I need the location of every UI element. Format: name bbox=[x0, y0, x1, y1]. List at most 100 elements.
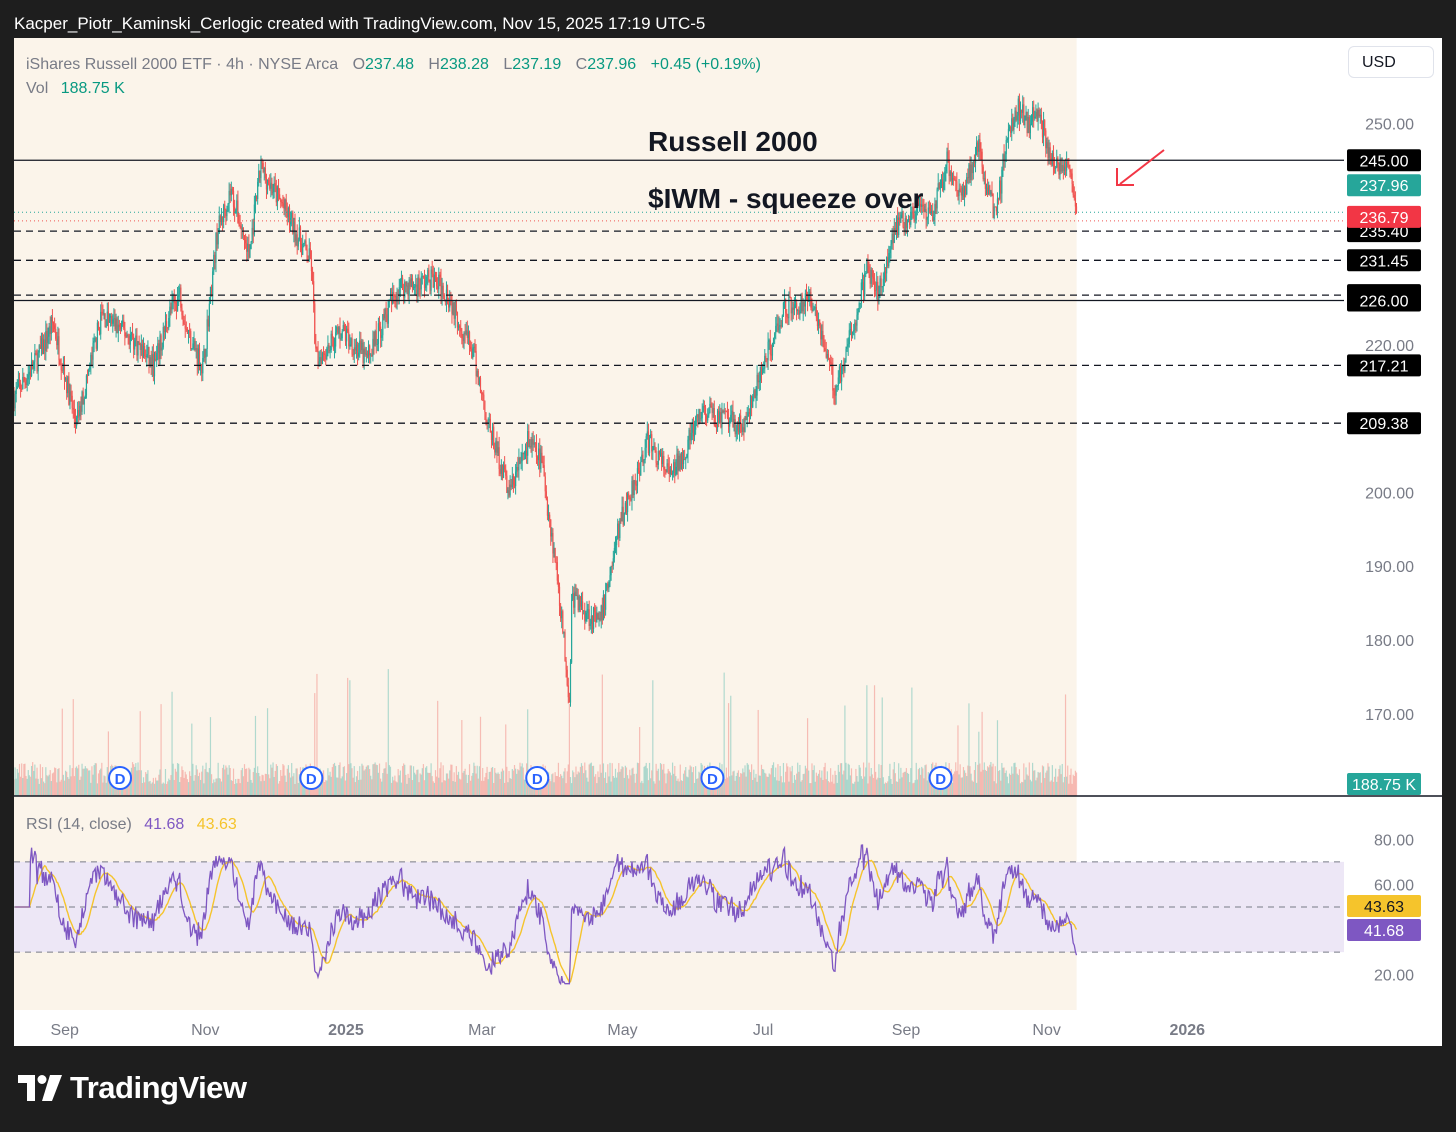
candle-body bbox=[752, 396, 754, 408]
candle-body bbox=[203, 348, 205, 359]
svg-text:Vol 188.75 K: Vol 188.75 K bbox=[26, 80, 125, 97]
candle-body bbox=[703, 405, 706, 408]
volume-bar bbox=[543, 783, 545, 796]
candle-body bbox=[905, 218, 907, 228]
candle-body bbox=[701, 411, 703, 419]
candle-body bbox=[561, 611, 563, 619]
price-tick-label: 180.00 bbox=[1365, 633, 1414, 650]
volume-bar bbox=[298, 774, 300, 796]
candle-body bbox=[79, 405, 81, 417]
volume-bar bbox=[455, 766, 457, 796]
currency-button[interactable]: USD bbox=[1348, 46, 1434, 78]
candle-body bbox=[354, 347, 356, 351]
candle-body bbox=[440, 277, 442, 298]
volume-bar bbox=[547, 772, 550, 796]
candle-body bbox=[93, 341, 95, 343]
volume-bar bbox=[744, 765, 746, 796]
volume-bar bbox=[689, 765, 691, 796]
candle-body bbox=[659, 452, 662, 455]
candle-body bbox=[253, 204, 255, 235]
tradingview-brand: TradingView bbox=[18, 1070, 247, 1106]
candle-body bbox=[252, 227, 254, 235]
candle-body bbox=[565, 661, 567, 670]
candle-body bbox=[173, 295, 175, 303]
candle-body bbox=[1026, 111, 1028, 134]
volume-bar bbox=[140, 770, 142, 796]
candle-body bbox=[371, 354, 373, 357]
candle-body bbox=[158, 343, 160, 360]
volume-bar bbox=[19, 776, 22, 796]
volume-bar bbox=[170, 775, 172, 796]
dividend-marker[interactable]: D bbox=[928, 766, 953, 790]
volume-bar bbox=[892, 769, 894, 796]
volume-bar bbox=[837, 764, 839, 796]
volume-bar bbox=[89, 770, 91, 796]
volume-bar bbox=[986, 766, 989, 796]
candle-body bbox=[168, 317, 170, 328]
candle-body bbox=[882, 278, 884, 287]
volume-bar bbox=[751, 764, 753, 796]
candle-body bbox=[419, 288, 421, 290]
dividend-marker[interactable]: D bbox=[525, 766, 550, 790]
candle-body bbox=[227, 203, 229, 211]
volume-bar bbox=[276, 765, 279, 796]
volume-bar bbox=[30, 765, 33, 796]
volume-bar bbox=[776, 780, 778, 796]
volume-bar bbox=[104, 776, 106, 796]
candle-body bbox=[259, 170, 261, 178]
candle-body bbox=[702, 405, 704, 412]
volume-bar bbox=[888, 776, 890, 796]
volume-bar bbox=[898, 763, 900, 796]
candle-body bbox=[900, 214, 902, 223]
candle-body bbox=[30, 361, 33, 376]
candle-body bbox=[229, 190, 231, 196]
candle-body bbox=[496, 441, 498, 453]
volume-bar bbox=[364, 769, 366, 796]
dividend-marker[interactable]: D bbox=[108, 766, 133, 790]
volume-bar bbox=[618, 763, 620, 796]
candle-body bbox=[794, 302, 797, 305]
volume-bar bbox=[91, 766, 93, 796]
volume-bar bbox=[611, 763, 613, 796]
volume-bar bbox=[236, 783, 238, 796]
candle-body bbox=[650, 434, 652, 439]
volume-bar bbox=[868, 762, 870, 796]
candle-body bbox=[959, 188, 961, 192]
candle-body bbox=[423, 276, 426, 288]
dividend-marker[interactable]: D bbox=[299, 766, 324, 790]
volume-bar bbox=[1050, 780, 1052, 796]
volume-bar bbox=[186, 779, 189, 796]
volume-bar bbox=[797, 762, 799, 796]
volume-bar bbox=[131, 762, 134, 796]
volume-bar bbox=[509, 778, 511, 796]
volume-bar bbox=[590, 762, 592, 796]
volume-bar bbox=[64, 770, 67, 796]
volume-bar bbox=[754, 777, 756, 796]
volume-bar bbox=[777, 764, 779, 796]
candle-body bbox=[656, 463, 658, 465]
candle-body bbox=[542, 461, 544, 466]
volume-bar bbox=[622, 767, 624, 796]
candle-body bbox=[118, 324, 120, 327]
volume-bar bbox=[437, 700, 439, 796]
candle-body bbox=[367, 345, 370, 357]
volume-bar bbox=[1053, 776, 1056, 796]
volume-bar bbox=[1066, 776, 1068, 796]
dividend-marker[interactable]: D bbox=[700, 766, 725, 790]
candle-body bbox=[292, 212, 294, 234]
volume-bar bbox=[1007, 783, 1010, 796]
volume-bar bbox=[461, 720, 463, 796]
candle-body bbox=[498, 447, 500, 470]
volume-bar bbox=[198, 772, 201, 796]
candle-body bbox=[497, 447, 499, 453]
candle-body bbox=[918, 203, 921, 207]
volume-bar bbox=[159, 769, 161, 796]
candle-body bbox=[969, 164, 971, 181]
price-chart-svg[interactable]: 250.00220.00200.00190.00180.00170.0080.0… bbox=[13, 38, 1442, 1046]
candle-body bbox=[407, 285, 409, 296]
volume-bar bbox=[107, 731, 109, 796]
candle-body bbox=[1053, 165, 1056, 169]
candle-body bbox=[333, 346, 336, 349]
volume-bar bbox=[80, 776, 82, 796]
chart-frame[interactable]: 250.00 220.00 200.00 190.00 180.00 170.00 80.0… bbox=[13, 38, 1442, 1046]
